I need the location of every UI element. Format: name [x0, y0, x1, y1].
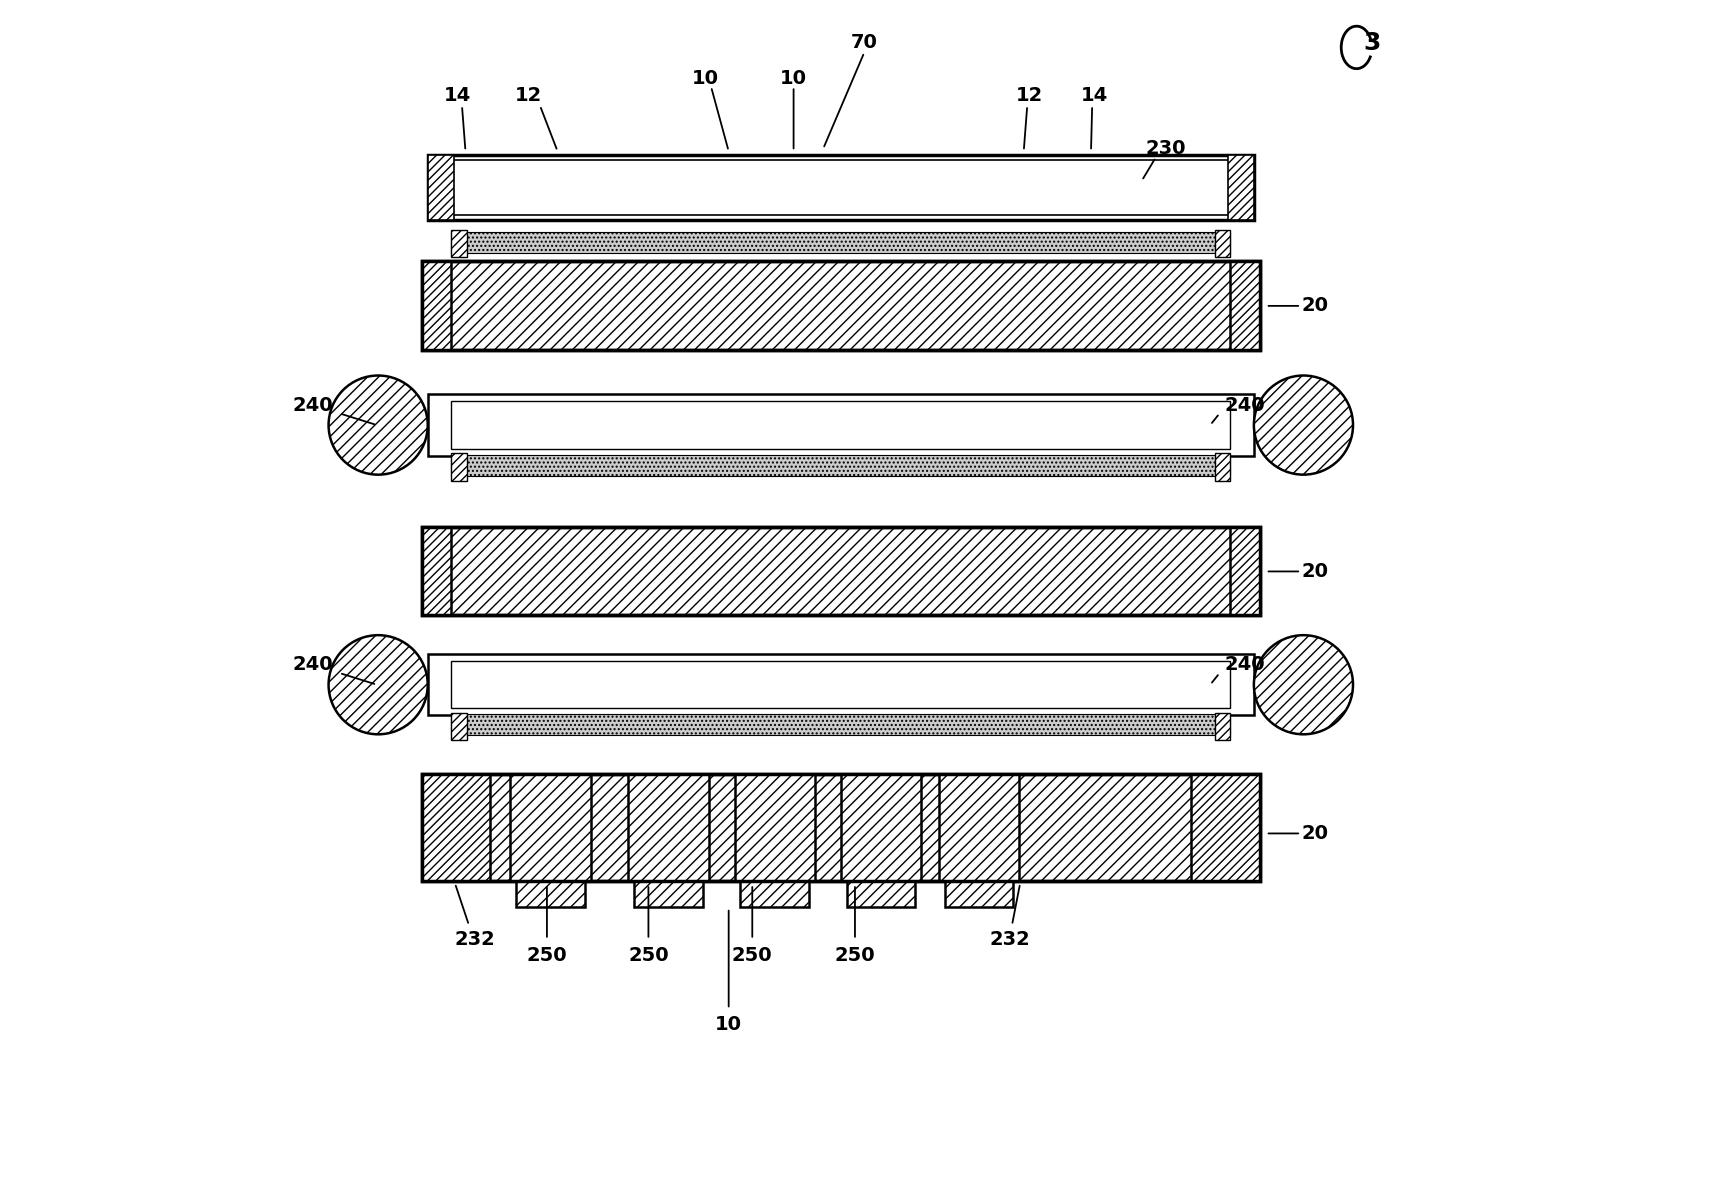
Bar: [422, 261, 1260, 349]
Text: 10: 10: [692, 69, 719, 88]
Bar: [1216, 231, 1231, 258]
Text: 232: 232: [455, 930, 494, 949]
Bar: [428, 654, 1253, 716]
Text: 20: 20: [1301, 823, 1327, 843]
Bar: [1228, 155, 1253, 220]
Bar: [510, 775, 591, 880]
Text: 12: 12: [515, 86, 541, 105]
Bar: [428, 394, 1253, 455]
Bar: [422, 261, 1260, 349]
Bar: [422, 775, 491, 880]
Bar: [740, 880, 809, 906]
Bar: [517, 880, 585, 906]
Text: 250: 250: [628, 945, 668, 964]
Bar: [452, 401, 1231, 448]
Bar: [422, 261, 452, 349]
Text: 70: 70: [852, 33, 877, 52]
Text: 10: 10: [716, 1015, 742, 1034]
Bar: [452, 454, 1231, 476]
Bar: [452, 231, 467, 258]
Bar: [452, 160, 1231, 215]
Text: 10: 10: [780, 69, 807, 88]
Bar: [846, 880, 915, 906]
Text: 20: 20: [1301, 297, 1327, 316]
Ellipse shape: [328, 375, 428, 474]
Ellipse shape: [1253, 375, 1353, 474]
Bar: [1231, 526, 1260, 615]
Ellipse shape: [1253, 635, 1353, 735]
Bar: [735, 775, 816, 880]
Bar: [422, 775, 1260, 880]
Bar: [634, 880, 702, 906]
Bar: [452, 232, 1231, 253]
Bar: [1216, 713, 1231, 741]
Text: 250: 250: [731, 945, 773, 964]
Text: 250: 250: [834, 945, 876, 964]
Text: 240: 240: [1224, 395, 1265, 414]
Bar: [452, 713, 467, 741]
Bar: [422, 526, 452, 615]
Text: 20: 20: [1301, 562, 1327, 581]
Text: 232: 232: [989, 930, 1030, 949]
Bar: [1216, 453, 1231, 480]
Bar: [428, 155, 453, 220]
Bar: [939, 775, 1018, 880]
Bar: [944, 880, 1013, 906]
Bar: [628, 775, 709, 880]
Bar: [841, 775, 920, 880]
Bar: [452, 715, 1231, 736]
Text: 240: 240: [292, 395, 333, 414]
Bar: [452, 661, 1231, 709]
Bar: [422, 526, 1260, 615]
Bar: [428, 155, 1253, 220]
Ellipse shape: [328, 635, 428, 735]
Text: 14: 14: [443, 86, 470, 105]
Bar: [422, 526, 1260, 615]
Text: 3: 3: [1363, 31, 1380, 54]
Text: 12: 12: [1016, 86, 1044, 105]
Text: 250: 250: [527, 945, 567, 964]
Bar: [1192, 775, 1260, 880]
Text: 230: 230: [1145, 140, 1186, 159]
Bar: [1231, 261, 1260, 349]
Text: 240: 240: [292, 655, 333, 674]
Text: 14: 14: [1082, 86, 1107, 105]
Bar: [422, 775, 1260, 880]
Text: 240: 240: [1224, 655, 1265, 674]
Bar: [452, 453, 467, 480]
